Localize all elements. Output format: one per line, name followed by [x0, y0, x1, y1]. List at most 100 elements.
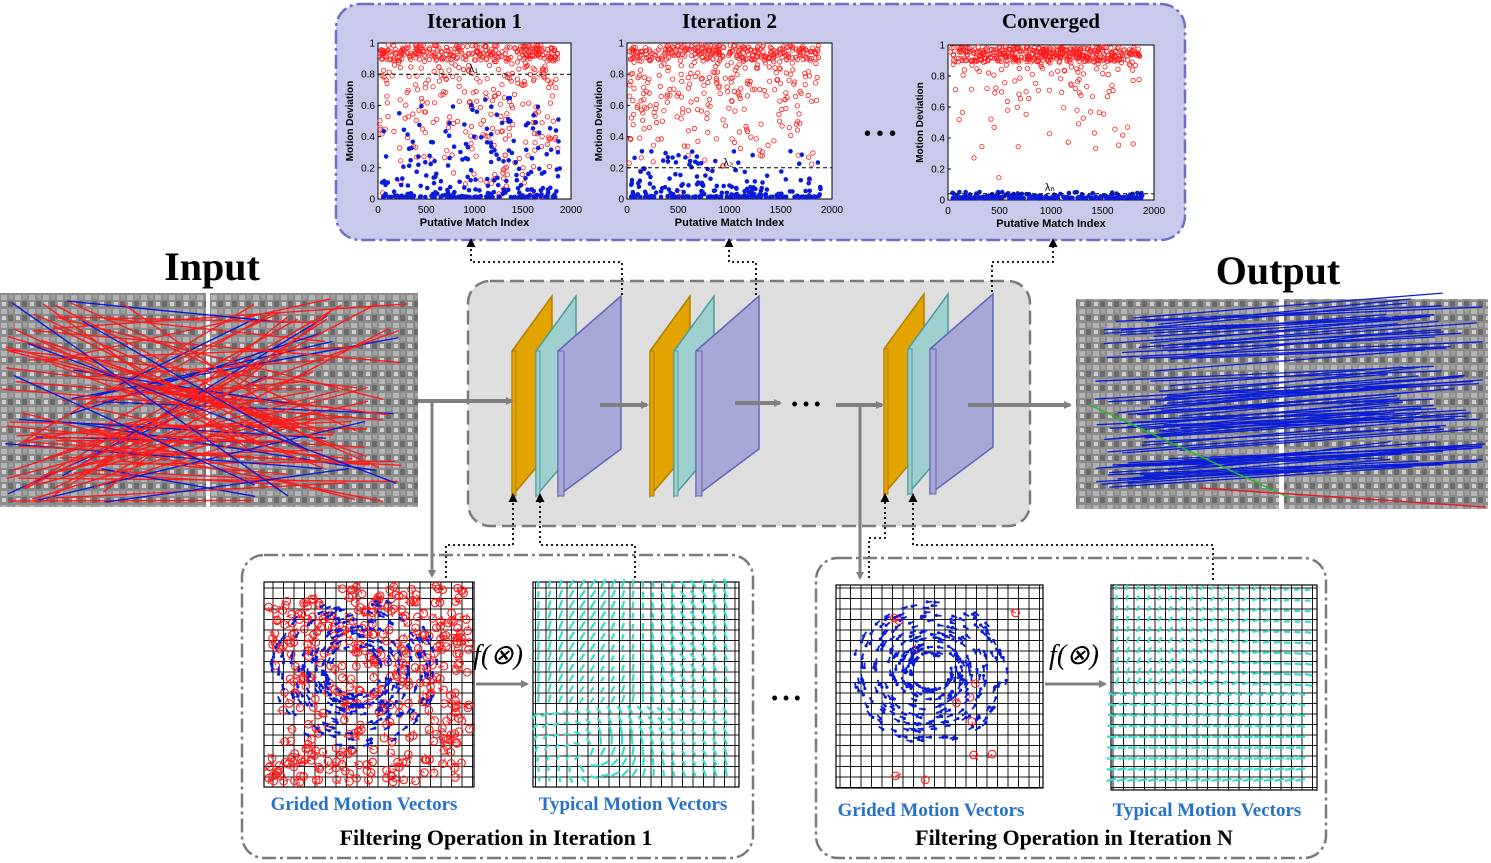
inlier-vector-head [957, 672, 962, 676]
x-tick-label: 500 [418, 205, 435, 216]
outlier-point [792, 79, 798, 85]
outlier-point [737, 45, 743, 52]
inlier-vector-head [930, 604, 934, 608]
inlier-vector-head [338, 689, 343, 693]
inlier-point [806, 193, 812, 198]
inlier-vector-head [968, 714, 972, 718]
outlier-point [500, 170, 506, 176]
inlier-vector-head [289, 661, 293, 665]
outlier-point [526, 100, 532, 106]
inlier-vector-head [939, 709, 943, 714]
inlier-point [544, 151, 549, 157]
typical-vector [651, 592, 655, 598]
outlier-point [480, 54, 486, 60]
inlier-point [764, 173, 770, 178]
outlier-point [720, 44, 726, 50]
inlier-vector-head [385, 689, 389, 693]
outlier-point [759, 153, 765, 159]
inlier-point [647, 181, 653, 186]
outlier-point [804, 50, 810, 57]
inlier-point [651, 185, 656, 190]
y-tick-label: 0.6 [931, 103, 945, 114]
inlier-vector-head [891, 707, 896, 711]
inlier-vector-head [351, 737, 355, 742]
inlier-point [406, 163, 412, 169]
inlier-vector-head [897, 661, 902, 666]
typical-vector [631, 643, 635, 651]
outlier-vector-tail [442, 622, 449, 624]
inlier-point [535, 104, 541, 110]
outlier-point [645, 79, 651, 86]
inlier-point [697, 194, 702, 199]
inlier-vector-head [938, 704, 942, 708]
outlier-point [637, 67, 644, 73]
inlier-vector-head [906, 650, 910, 654]
inlier-point [662, 184, 668, 190]
inlier-point [424, 173, 429, 178]
outlier-point [416, 56, 423, 62]
inlier-vector-head [917, 722, 921, 726]
outlier-point [478, 177, 484, 183]
outlier-point [516, 66, 522, 72]
outlier-point [493, 48, 499, 54]
typical-vector [631, 579, 635, 588]
outlier-point [511, 91, 518, 98]
inlier-vector-head [385, 599, 389, 604]
inlier-vector-head [297, 669, 301, 673]
inlier-vector-head [897, 705, 901, 709]
outlier-point [630, 44, 637, 50]
typical-vector [552, 722, 560, 727]
inlier-vector-head [409, 655, 413, 659]
inlier-vector-head [960, 635, 965, 639]
outlier-point [456, 76, 462, 82]
inlier-vector-head [346, 614, 350, 618]
inlier-vector-head [349, 626, 353, 630]
inlier-point [556, 139, 561, 144]
outlier-point [489, 98, 496, 104]
outlier-point [392, 51, 398, 57]
inlier-vector-head [907, 621, 912, 625]
inlier-vector-head [408, 707, 412, 711]
outlier-point [544, 142, 551, 148]
inlier-point [694, 154, 700, 159]
outlier-point [675, 51, 682, 58]
inlier-vector-head [884, 623, 888, 628]
inlier-vector-head [948, 629, 952, 634]
inlier-vector-head [994, 696, 998, 700]
inlier-vector-head [300, 667, 304, 671]
outlier-point [737, 145, 744, 152]
inlier-vector-head [396, 668, 400, 672]
typical-vector [662, 769, 666, 777]
inlier-point [440, 193, 445, 198]
typical-vector [536, 581, 540, 588]
inlier-point [465, 174, 471, 180]
outlier-point [746, 81, 753, 87]
outlier-point [421, 58, 428, 65]
inlier-point [639, 149, 645, 154]
inlier-vector-head [415, 636, 419, 640]
inlier-vector-head [326, 631, 330, 635]
inlier-vector-head [958, 617, 962, 621]
inlier-vector-head [954, 736, 959, 741]
inlier-point [463, 194, 469, 199]
inlier-vector-head [371, 701, 375, 705]
inlier-vector-head [943, 719, 947, 723]
inlier-vector-head [904, 670, 909, 674]
inlier-point [752, 179, 758, 184]
inlier-vector-head [376, 609, 380, 614]
outlier-point [713, 136, 720, 142]
inlier-vector-head [925, 689, 929, 694]
x-axis-label: Putative Match Index [996, 218, 1106, 230]
inlier-point [630, 190, 636, 196]
inlier-point [810, 194, 816, 200]
outlier-point [522, 46, 529, 52]
outlier-point [754, 44, 761, 50]
inlier-point [517, 190, 522, 195]
outlier-point [799, 45, 806, 51]
inlier-point [457, 179, 462, 185]
outlier-point [530, 77, 537, 84]
inlier-vector-head [895, 637, 899, 641]
typical-vector [536, 641, 540, 651]
outlier-point [552, 55, 558, 61]
inlier-vector-head [337, 731, 341, 735]
